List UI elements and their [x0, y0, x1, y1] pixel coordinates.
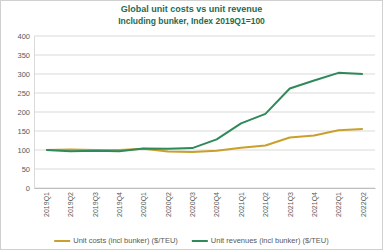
x-tick: 2021Q2 [262, 188, 270, 217]
series-line [46, 73, 363, 151]
y-tick: 50 [22, 165, 34, 174]
x-tick: 2021Q3 [286, 188, 294, 217]
grid-line [34, 112, 375, 113]
x-tick: 2020Q1 [140, 188, 148, 217]
x-tick: 2022Q1 [335, 188, 343, 217]
y-tick-label: 150 [17, 127, 30, 136]
y-tick-label: 400 [17, 32, 30, 41]
x-tick: 2022Q2 [360, 188, 368, 217]
legend-swatch [54, 240, 70, 242]
y-axis-line [34, 37, 35, 189]
y-axis: 0 50 100 150 200 250 300 350 400 [17, 32, 34, 193]
x-tick-label: 2019Q4 [116, 192, 124, 217]
y-tick-label: 300 [17, 70, 30, 79]
x-tick-label: 2019Q3 [92, 192, 100, 217]
chart: Global unit costs vs unit revenue Includi… [0, 0, 383, 250]
grid-line [34, 55, 375, 56]
grid-line [34, 74, 375, 75]
x-tick-label: 2020Q1 [140, 192, 148, 217]
grid-line [34, 131, 375, 132]
frame [1, 1, 383, 250]
y-tick: 100 [17, 146, 34, 155]
y-tick: 300 [17, 70, 34, 79]
x-tick: 2019Q1 [43, 188, 51, 217]
x-tick-label: 2019Q1 [43, 192, 51, 217]
x-tick: 2020Q4 [213, 188, 221, 217]
x-tick-label: 2022Q1 [335, 192, 343, 217]
x-tick: 2019Q3 [92, 188, 100, 217]
chart-title: Global unit costs vs unit revenue [121, 4, 263, 14]
grid-line [34, 93, 375, 94]
legend-label: Unit revenues (incl bunker) ($/TEU) [211, 236, 329, 245]
lines [46, 73, 363, 152]
y-tick: 0 [26, 184, 34, 193]
grid-line [34, 36, 375, 37]
y-tick: 200 [17, 108, 34, 117]
y-tick: 350 [17, 51, 34, 60]
x-tick-label: 2022Q2 [360, 192, 368, 217]
x-axis-line [35, 188, 376, 189]
x-axis: 2019Q1 2019Q2 2019Q3 2019Q4 2020Q1 2020Q2 2020… [35, 188, 376, 217]
legend-item: Unit revenues (incl bunker) ($/TEU) [192, 236, 329, 245]
x-tick: 2019Q4 [116, 188, 124, 217]
x-tick: 2020Q2 [165, 188, 173, 217]
x-tick-label: 2020Q3 [189, 192, 197, 217]
x-tick: 2021Q1 [238, 188, 246, 217]
y-tick-label: 200 [17, 108, 30, 117]
y-tick-label: 100 [17, 146, 30, 155]
y-tick: 150 [17, 127, 34, 136]
grid [34, 36, 375, 188]
grid-line [34, 169, 375, 170]
y-tick: 400 [17, 32, 34, 41]
x-tick-label: 2020Q4 [213, 192, 221, 217]
x-tick: 2020Q3 [189, 188, 197, 217]
grid-line [34, 188, 375, 189]
y-tick-label: 250 [17, 89, 30, 98]
y-tick-label: 0 [26, 184, 30, 193]
y-tick-label: 350 [17, 51, 30, 60]
x-tick-label: 2021Q4 [311, 192, 319, 217]
legend: Unit costs (incl bunker) ($/TEU) Unit rev… [54, 236, 329, 245]
x-tick-label: 2021Q2 [262, 192, 270, 217]
x-tick: 2019Q2 [67, 188, 75, 217]
y-tick-label: 50 [22, 165, 30, 174]
x-tick-label: 2021Q1 [238, 192, 246, 217]
legend-label: Unit costs (incl bunker) ($/TEU) [73, 236, 178, 245]
x-tick-label: 2021Q3 [286, 192, 294, 217]
x-tick-label: 2019Q2 [67, 192, 75, 217]
legend-swatch [192, 240, 208, 242]
x-tick: 2021Q4 [311, 188, 319, 217]
chart-subtitle: Including bunker, Index 2019Q1=100 [118, 16, 265, 26]
x-tick-label: 2020Q2 [165, 192, 173, 217]
legend-item: Unit costs (incl bunker) ($/TEU) [54, 236, 178, 245]
y-tick: 250 [17, 89, 34, 98]
series-line [46, 129, 363, 152]
